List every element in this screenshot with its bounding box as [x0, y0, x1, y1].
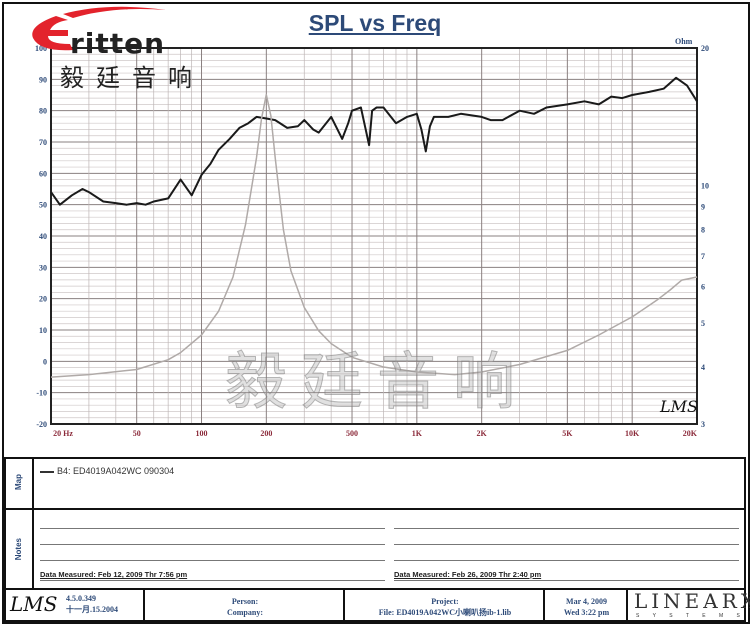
person-label: Person:	[231, 597, 259, 606]
brand-logo: ritten 毅廷音响	[18, 4, 208, 94]
y2-tick-label: 20	[701, 44, 709, 53]
report-date: Mar 4, 2009	[566, 597, 607, 606]
y2-tick-label: 10	[701, 181, 709, 190]
y2-tick-label: 5	[701, 319, 705, 328]
plot-border	[50, 47, 698, 425]
lms-logo: LMS	[10, 592, 58, 616]
x-tick-label: 1K	[412, 429, 423, 438]
legend-line-icon	[40, 470, 54, 473]
y2-tick-label: 7	[701, 252, 705, 261]
y-tick-label: 90	[39, 75, 47, 84]
x-tick-label: 50	[133, 429, 141, 438]
y2-axis-label: Ohm	[675, 37, 693, 46]
y2-tick-label: 4	[701, 363, 705, 372]
watermark: 毅廷音响	[224, 345, 530, 418]
linearx-sub: S Y S T E M S	[636, 613, 746, 619]
y-tick-label: -10	[36, 389, 47, 398]
y2-tick-label: 9	[701, 202, 705, 211]
y2-tick-label: 3	[701, 420, 705, 429]
project-label: Project:	[431, 597, 459, 606]
x-tick-label: 20 Hz	[53, 429, 73, 438]
build-date: 十一月.15.2004	[66, 605, 118, 614]
version: 4.5.0.349	[66, 594, 96, 603]
x-tick-label: 2K	[477, 429, 488, 438]
x-tick-label: 500	[346, 429, 358, 438]
logo-chinese-text: 毅廷音响	[60, 64, 204, 92]
x-tick-label: 20K	[683, 429, 698, 438]
map-panel	[4, 457, 746, 510]
logo-brand-text: ritten	[70, 27, 166, 60]
x-tick-label: 100	[196, 429, 208, 438]
impedance-curve	[50, 93, 698, 378]
file-name: File: ED4019A042WC小喇叭扬ib-1.lib	[378, 608, 512, 617]
logo-swoosh-icon	[32, 6, 166, 51]
x-tick-label: 200	[260, 429, 272, 438]
y-tick-label: 20	[39, 295, 47, 304]
chart-lms-badge: LMS	[660, 397, 698, 416]
y-tick-label: 80	[39, 107, 47, 116]
y-tick-label: 10	[39, 326, 47, 335]
y-tick-label: 60	[39, 169, 47, 178]
y-tick-label: 70	[39, 138, 47, 147]
measured-date-left: Data Measured: Feb 12, 2009 Thr 7:56 pm	[40, 570, 188, 579]
x-tick-label: 10K	[625, 429, 640, 438]
y-tick-label: 50	[39, 201, 47, 210]
company-label: Company:	[226, 608, 263, 617]
y2-tick-label: 8	[701, 226, 705, 235]
map-label: Map	[14, 474, 23, 490]
y-tick-label: 0	[43, 357, 47, 366]
y-tick-label: 40	[39, 232, 47, 241]
y-tick-label: 30	[39, 263, 47, 272]
measured-date-right: Data Measured: Feb 26, 2009 Thr 2:40 pm	[394, 570, 542, 579]
legend-text: B4: ED4019A042WC 090304	[57, 466, 175, 476]
y-tick-label: 100	[35, 44, 47, 53]
spl-chart: 1009080706050403020100-10-2020109876543O…	[35, 37, 709, 438]
y-tick-label: -20	[36, 420, 47, 429]
linearx-logo: LINEARX	[634, 589, 750, 613]
y2-tick-label: 6	[701, 283, 705, 292]
notes-label: Notes	[14, 538, 23, 561]
spl-curve	[50, 76, 698, 206]
chart-title: SPL vs Freq	[308, 10, 442, 36]
report-time: Wed 3:22 pm	[563, 608, 610, 617]
legend-entry: B4: ED4019A042WC 090304	[40, 466, 174, 476]
x-tick-label: 5K	[562, 429, 573, 438]
